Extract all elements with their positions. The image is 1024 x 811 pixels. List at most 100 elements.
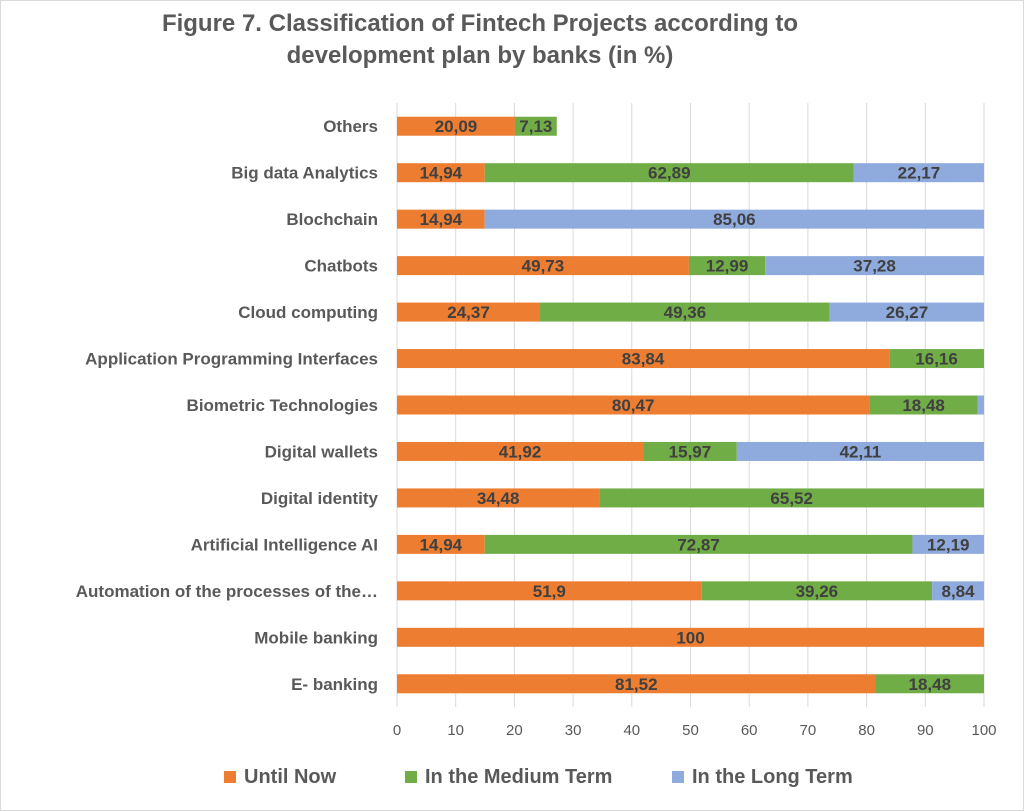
bar-segment (932, 581, 984, 601)
bar-segment (397, 116, 515, 136)
data-label: 100 (676, 628, 704, 647)
data-label: 12,99 (706, 257, 749, 276)
data-label: 49,73 (522, 257, 565, 276)
category-label: Big data Analytics (231, 164, 378, 183)
bar-segment (514, 116, 557, 136)
bar-segment (397, 627, 984, 647)
data-label: 8,84 (942, 582, 976, 601)
legend-item-medium-term: In the Medium Term (405, 762, 612, 792)
data-label: 24,37 (447, 303, 490, 322)
x-tick-label: 0 (393, 722, 401, 739)
legend-item-long-term: In the Long Term (672, 762, 853, 792)
data-label: 37,28 (853, 257, 896, 276)
x-tick-label: 60 (741, 722, 758, 739)
legend-item-until-now: Until Now (224, 762, 336, 792)
data-label: 18,48 (902, 396, 945, 415)
bar-segment (397, 441, 644, 461)
x-tick-label: 20 (506, 722, 523, 739)
legend-swatch-medium-term (405, 771, 417, 783)
legend-swatch-until-now (224, 771, 236, 783)
bar-segment (765, 256, 984, 276)
bar-segment (397, 209, 485, 229)
data-label: 85,06 (713, 210, 756, 229)
data-label: 49,36 (664, 303, 707, 322)
chart-title: Figure 7. Classification of Fintech Proj… (60, 8, 900, 72)
category-label: E- banking (291, 675, 378, 694)
legend-swatch-long-term (672, 771, 684, 783)
bar-segment (397, 488, 600, 508)
category-label: Digital wallets (265, 442, 378, 461)
data-label: 26,27 (886, 303, 929, 322)
data-label: 39,26 (796, 582, 839, 601)
chart-title-line-2: development plan by banks (in %) (286, 42, 674, 69)
x-tick-label: 90 (917, 722, 934, 739)
bar-segment (397, 395, 870, 415)
bar-segment (540, 302, 830, 322)
data-label: 41,92 (499, 442, 542, 461)
data-label: 14,94 (420, 210, 463, 229)
category-label: Chatbots (304, 257, 378, 276)
data-label: 42,11 (840, 442, 882, 461)
bar-segment (869, 395, 978, 415)
x-tick-label: 70 (800, 722, 817, 739)
category-label: Cloud computing (238, 303, 378, 322)
bar-segment (397, 674, 876, 694)
category-label: Automation of the processes of the… (76, 582, 378, 601)
category-label: Digital identity (261, 489, 379, 508)
data-label: 34,48 (477, 489, 520, 508)
data-label: 15,97 (669, 442, 712, 461)
bar-segment (688, 256, 766, 276)
bar-segment (875, 674, 984, 694)
chart-title-line-1: Figure 7. Classification of Fintech Proj… (161, 10, 799, 37)
legend-label-medium-term: In the Medium Term (425, 765, 613, 788)
x-tick-label: 10 (447, 722, 464, 739)
data-label: 83,84 (622, 350, 665, 369)
data-label: 62,89 (648, 164, 691, 183)
bar-segment (977, 395, 984, 415)
data-label: 22,17 (898, 164, 941, 183)
bar-segment (397, 163, 485, 183)
x-tick-label: 50 (682, 722, 699, 739)
data-label: 80,47 (612, 396, 655, 415)
bar-segment (736, 441, 984, 461)
bar-segment (912, 534, 984, 554)
bar-segment (701, 581, 933, 601)
bar-segment (484, 163, 854, 183)
data-label: 20,09 (435, 117, 478, 136)
data-label: 72,87 (677, 535, 720, 554)
data-label: 7,13 (519, 117, 552, 136)
data-label: 65,52 (770, 489, 813, 508)
data-label: 16,16 (915, 350, 958, 369)
bar-segment (643, 441, 737, 461)
bar-segment (397, 256, 689, 276)
data-label: 51,9 (533, 582, 566, 601)
bar-segment (397, 534, 485, 554)
data-label: 14,94 (420, 164, 463, 183)
legend: Until Now In the Medium Term In the Long… (0, 762, 1024, 792)
x-tick-label: 30 (565, 722, 582, 739)
bar-segment (853, 163, 984, 183)
legend-label-long-term: In the Long Term (692, 765, 853, 788)
bar-segment (397, 302, 541, 322)
data-label: 14,94 (420, 535, 463, 554)
data-label: 18,48 (908, 675, 951, 694)
bar-segment (397, 581, 702, 601)
bar-segment (484, 534, 913, 554)
bar-segment (484, 209, 984, 229)
category-label: Others (323, 117, 378, 136)
x-tick-label: 100 (971, 722, 996, 739)
bar-segment (829, 302, 984, 322)
category-label: Application Programming Interfaces (85, 350, 378, 369)
legend-label-until-now: Until Now (244, 765, 337, 788)
data-label: 81,52 (615, 675, 658, 694)
x-tick-label: 40 (623, 722, 640, 739)
bar-segment (397, 349, 890, 369)
x-tick-label: 80 (858, 722, 875, 739)
category-label: Mobile banking (254, 628, 378, 647)
bar-segment (889, 349, 984, 369)
category-label: Biometric Technologies (187, 396, 378, 415)
bar-segment (599, 488, 984, 508)
category-label: Blochchain (286, 210, 378, 229)
data-label: 12,19 (927, 535, 970, 554)
